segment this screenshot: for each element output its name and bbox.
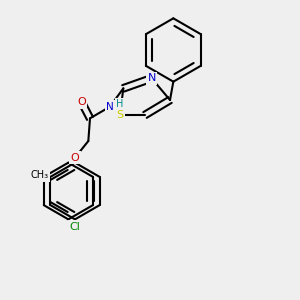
Text: N: N — [106, 102, 114, 112]
Text: O: O — [70, 153, 80, 163]
Text: Cl: Cl — [70, 222, 80, 232]
Text: N: N — [148, 73, 156, 83]
Text: S: S — [116, 110, 124, 120]
Text: O: O — [77, 97, 86, 107]
Text: H: H — [116, 99, 124, 109]
Text: CH₃: CH₃ — [31, 170, 49, 180]
